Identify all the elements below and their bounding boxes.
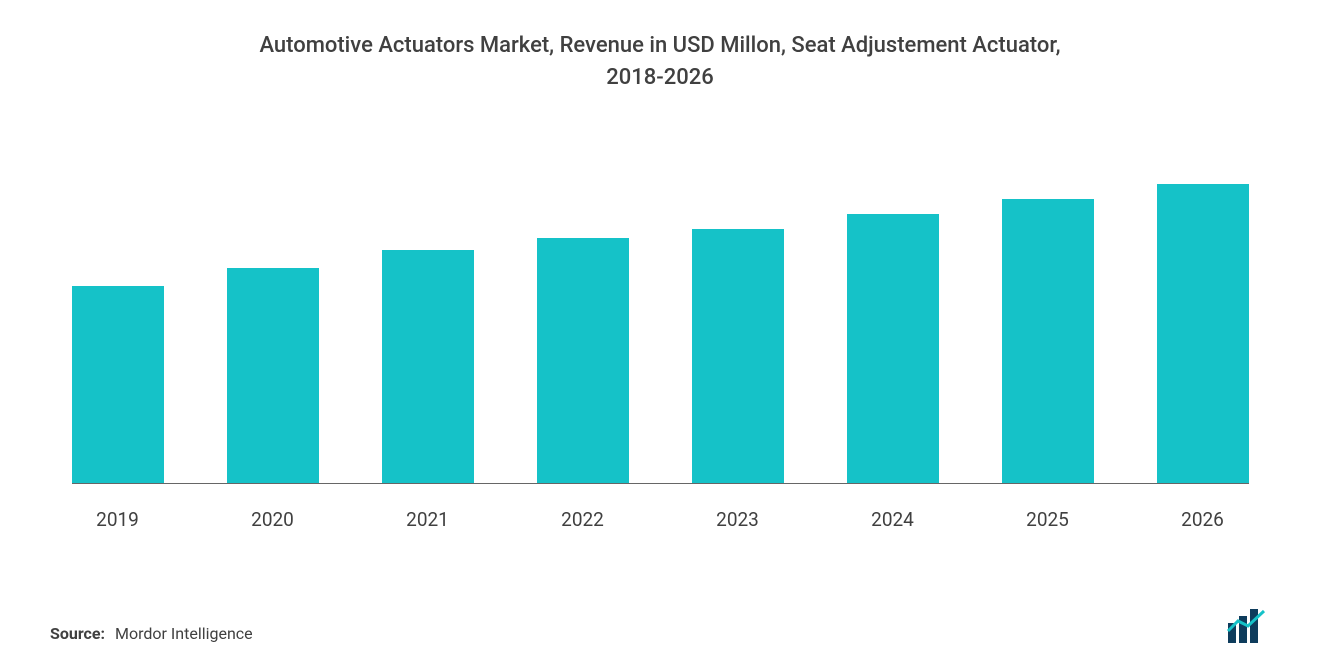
mordor-logo-icon bbox=[1226, 609, 1270, 643]
x-axis-label: 2026 bbox=[1125, 494, 1280, 544]
bar-slot bbox=[350, 184, 505, 484]
x-axis-label: 2025 bbox=[970, 494, 1125, 544]
bars-group bbox=[40, 184, 1280, 484]
bar bbox=[382, 250, 474, 484]
bar bbox=[227, 268, 319, 484]
bar bbox=[692, 229, 784, 484]
chart-title-block: Automotive Actuators Market, Revenue in … bbox=[150, 30, 1170, 94]
x-axis-labels: 20192020202120222023202420252026 bbox=[40, 494, 1280, 544]
source-value: Mordor Intelligence bbox=[115, 624, 253, 643]
chart-footer: Source: Mordor Intelligence bbox=[50, 609, 1270, 643]
x-axis-label: 2021 bbox=[350, 494, 505, 544]
x-axis-label: 2024 bbox=[815, 494, 970, 544]
x-axis-label: 2019 bbox=[40, 494, 195, 544]
bar-slot bbox=[815, 184, 970, 484]
x-axis-label: 2023 bbox=[660, 494, 815, 544]
bar bbox=[72, 286, 164, 484]
chart-container: Automotive Actuators Market, Revenue in … bbox=[0, 0, 1320, 665]
chart-title-line2: 2018-2026 bbox=[150, 62, 1170, 94]
bar bbox=[847, 214, 939, 484]
bar-slot bbox=[970, 184, 1125, 484]
bar bbox=[1002, 199, 1094, 484]
bar-slot bbox=[40, 184, 195, 484]
bar-slot bbox=[1125, 184, 1280, 484]
bar bbox=[537, 238, 629, 484]
chart-area: 20192020202120222023202420252026 bbox=[40, 184, 1280, 544]
x-axis-label: 2022 bbox=[505, 494, 660, 544]
chart-plot bbox=[40, 184, 1280, 484]
source-text: Source: Mordor Intelligence bbox=[50, 624, 253, 643]
bar-slot bbox=[195, 184, 350, 484]
source-label: Source: bbox=[50, 624, 105, 643]
x-axis-label: 2020 bbox=[195, 494, 350, 544]
chart-title-line1: Automotive Actuators Market, Revenue in … bbox=[150, 30, 1170, 62]
bar-slot bbox=[660, 184, 815, 484]
bar-slot bbox=[505, 184, 660, 484]
bar bbox=[1157, 184, 1249, 484]
x-axis-line bbox=[72, 483, 1249, 484]
